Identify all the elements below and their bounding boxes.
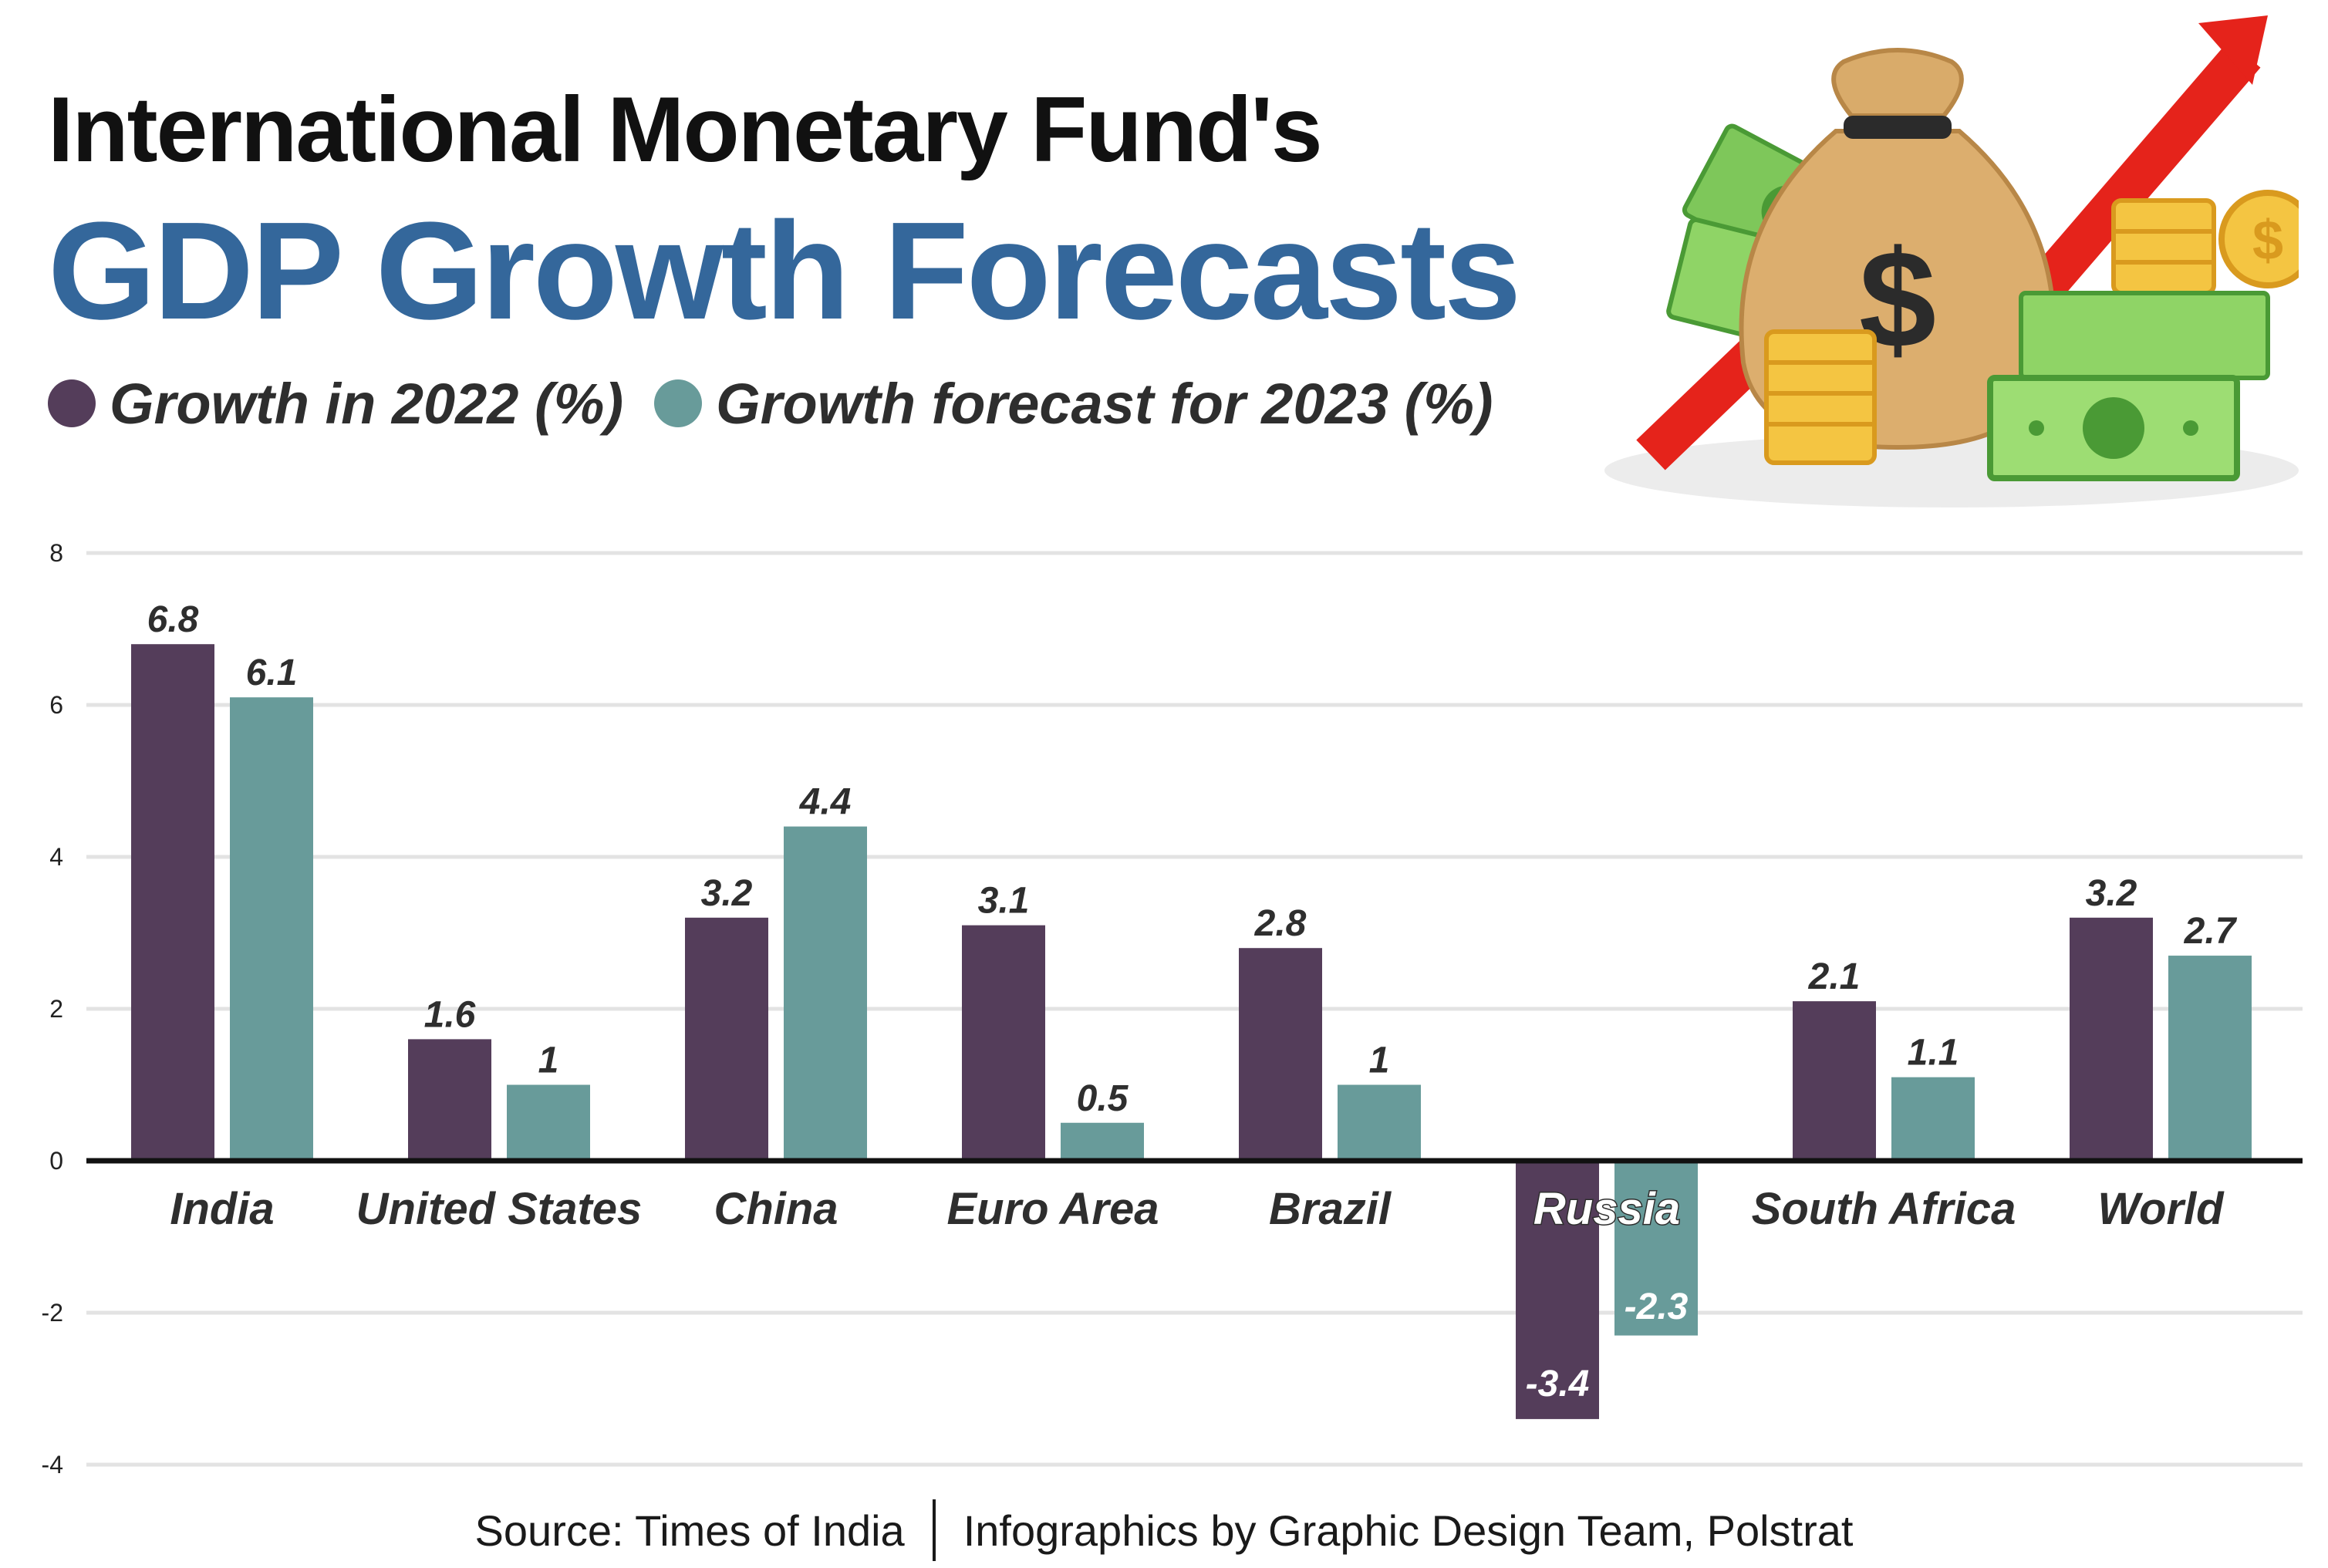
y-tick-label: 0: [49, 1147, 63, 1175]
footer-separator: [932, 1499, 936, 1561]
bar-2022: [2070, 917, 2153, 1161]
data-label: -3.4: [1526, 1364, 1590, 1404]
data-label: 1: [1369, 1040, 1390, 1081]
data-label: 2.1: [1808, 956, 1861, 997]
legend: Growth in 2022 (%) Growth forecast for 2…: [48, 369, 1524, 438]
data-label: 3.1: [978, 881, 1030, 922]
bar-2023: [230, 697, 313, 1161]
y-tick-label: 8: [49, 539, 63, 567]
legend-swatch-2023: [654, 379, 703, 427]
coin-dollar: $: [2252, 210, 2283, 271]
data-label: 6.8: [147, 599, 199, 640]
bar-2022: [1239, 948, 1322, 1161]
growth-arrow-head: [2198, 15, 2268, 85]
footer: Source: Times of India Infographics by G…: [0, 1499, 2328, 1561]
bar-2022: [1516, 1161, 1599, 1419]
bar-2023: [1061, 1122, 1144, 1161]
y-tick-label: -2: [42, 1299, 63, 1327]
coin: $: [2218, 190, 2299, 288]
bar-2023: [507, 1084, 590, 1161]
data-label: 1: [538, 1040, 559, 1081]
data-label: 3.2: [701, 873, 753, 914]
grid-layer: [86, 551, 2303, 1467]
legend-item-2023: Growth forecast for 2023 (%): [654, 371, 1493, 437]
data-label: 0.5: [1077, 1078, 1129, 1119]
data-label: 3.2: [2086, 873, 2137, 914]
data-label: -2.3: [1625, 1286, 1689, 1327]
data-label: 6.1: [246, 652, 298, 693]
category-label: India: [170, 1184, 274, 1234]
coin-stack-left: [1764, 329, 1877, 465]
y-tick-label: 6: [49, 691, 63, 719]
category-label: China: [714, 1184, 838, 1234]
bill-stack-right: [1987, 291, 2270, 481]
bar-2023: [784, 826, 867, 1161]
bar-2022: [131, 644, 214, 1161]
legend-label-2023: Growth forecast for 2023 (%): [716, 371, 1493, 436]
bar-2023: [2168, 956, 2252, 1161]
bar-2022: [408, 1039, 491, 1161]
bar-layer: [131, 644, 2252, 1419]
title-line-1: International Monetary Fund's: [48, 78, 1323, 181]
bar-2022: [685, 917, 768, 1161]
y-tick-label: -4: [42, 1451, 63, 1479]
data-label: 4.4: [799, 782, 852, 823]
bar-2023: [1338, 1084, 1421, 1161]
legend-swatch-2022: [48, 379, 96, 427]
category-label: World: [2097, 1184, 2225, 1234]
money-bag-growth-icon: $ $ $: [1604, 15, 2299, 507]
footer-credit: Infographics by Graphic Design Team, Pol…: [963, 1506, 1854, 1555]
footer-source: Source: Times of India: [474, 1506, 905, 1555]
bar-2023: [1614, 1161, 1698, 1336]
data-label: 1.1: [1908, 1033, 1959, 1074]
category-label: United States: [356, 1184, 643, 1234]
category-label: Russia: [1533, 1184, 1680, 1234]
bar-2022: [1793, 1001, 1876, 1161]
data-label: 2.7: [2184, 911, 2238, 952]
category-label: Brazil: [1269, 1184, 1392, 1234]
coin-stack-right: [2111, 198, 2216, 295]
category-label: Euro Area: [946, 1184, 1159, 1234]
legend-item-2022: Growth in 2022 (%): [48, 371, 623, 437]
data-label: 2.8: [1254, 903, 1307, 944]
title-line-2: GDP Growth Forecasts: [48, 194, 1521, 349]
category-label: South Africa: [1752, 1184, 2016, 1234]
label-layer: 8 6 4 2 0 -2 -4 6.8 6.1 India 1.6 1 United States 3.2…: [42, 539, 2238, 1479]
data-label: 1.6: [424, 994, 476, 1035]
y-tick-label: 4: [49, 843, 63, 871]
bar-2022: [962, 925, 1045, 1161]
bar-2023: [1891, 1077, 1975, 1161]
y-tick-label: 2: [49, 995, 63, 1023]
legend-label-2022: Growth in 2022 (%): [110, 371, 624, 436]
